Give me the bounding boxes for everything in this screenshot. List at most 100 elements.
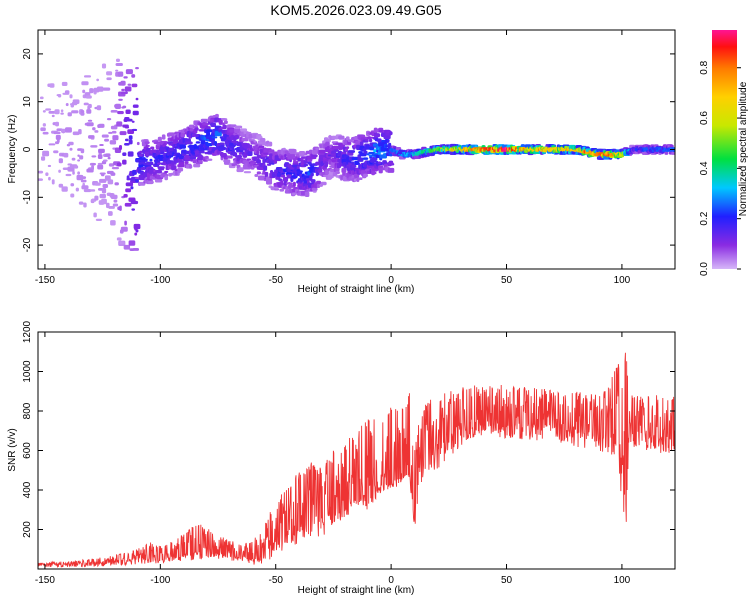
spectrogram-cell	[98, 148, 105, 154]
spectrogram-cell	[58, 158, 63, 164]
spectrogram-cell	[148, 180, 154, 184]
spectrogram-cell	[124, 126, 130, 129]
spectrogram-cell	[135, 67, 139, 70]
spectrogram-cell	[80, 148, 85, 154]
spectrogram-cell	[65, 102, 69, 107]
spectrogram-cell	[42, 110, 46, 113]
spectrogram-cell	[115, 58, 120, 62]
spectrogram-cell	[671, 151, 675, 155]
spectrogram-cell	[86, 122, 94, 127]
spectrogram-cell	[71, 157, 76, 161]
spectrogram-cell	[256, 150, 259, 155]
spectrogram-cell	[90, 122, 93, 127]
spectrogram-cell	[240, 128, 248, 132]
spectrogram-cell	[155, 169, 162, 174]
spectrogram-cell	[202, 122, 210, 126]
spectrogram-cell	[284, 153, 287, 158]
spectrogram-cell	[127, 151, 134, 157]
spectrogram-cell	[57, 94, 62, 98]
spectrogram-cell	[238, 154, 242, 158]
spectrogram-cell	[64, 90, 70, 94]
spectrogram-xtick-label: -50	[268, 275, 283, 286]
spectrogram-cell	[45, 172, 49, 176]
spectrogram-cell	[280, 174, 286, 178]
spectrogram-cell	[53, 150, 59, 154]
spectrogram-cell	[292, 181, 296, 187]
spectrogram-cell	[77, 159, 81, 162]
spectrogram-cell	[81, 185, 89, 190]
spectrogram-cell	[234, 134, 240, 139]
spectrogram-cell	[91, 162, 96, 166]
spectrogram-cell	[366, 153, 370, 156]
spectrogram-cell	[82, 89, 86, 94]
spectrogram-cell	[358, 177, 363, 181]
spectrogram-cell	[233, 132, 239, 136]
spectrogram-cell	[179, 144, 187, 149]
spectrogram-cell	[55, 121, 59, 127]
spectrogram-cell	[198, 150, 205, 154]
spectrogram-cell	[135, 229, 139, 233]
spectrogram-cell	[77, 171, 80, 175]
spectrogram-cell	[316, 180, 322, 185]
spectrogram-cell	[122, 159, 127, 165]
spectrogram-cell	[70, 183, 75, 187]
spectrogram-cell	[102, 87, 111, 91]
spectrogram-cell	[319, 149, 326, 154]
spectrogram-cell	[347, 139, 353, 143]
spectrogram-cell	[119, 131, 127, 136]
spectrogram-cell	[101, 63, 107, 69]
spectrogram-cell	[128, 139, 133, 145]
spectrogram-cell	[131, 128, 138, 132]
spectrogram-cell	[131, 208, 136, 211]
spectrogram-cell	[223, 120, 228, 124]
spectrogram-cell	[110, 125, 118, 130]
spectrogram-cell	[363, 173, 368, 177]
spectrogram-cell	[241, 137, 249, 142]
colorbar-ticks: 0.0 0.2 0.4 0.6 0.8	[699, 60, 741, 276]
spectrogram-cell	[112, 203, 119, 207]
spectrogram-ylabel: Frequency (Hz)	[7, 115, 18, 184]
spectrogram-cell	[308, 149, 313, 155]
spectrogram-ytick-label: 10	[22, 96, 33, 108]
spectrogram-cell	[253, 140, 257, 143]
spectrogram-cell	[324, 161, 329, 166]
spectrogram-cell	[223, 146, 227, 151]
colorbar-tick-label: 0.6	[699, 111, 710, 125]
spectrogram-cell	[80, 110, 85, 114]
spectrogram-cell	[114, 182, 119, 186]
spectrogram-cell	[351, 161, 355, 165]
spectrogram-cell	[368, 151, 376, 154]
spectrogram-cell	[243, 171, 252, 174]
spectrogram-cell	[164, 170, 169, 173]
spectrogram-cell	[105, 153, 111, 157]
spectrogram-cell	[124, 138, 129, 142]
spectrogram-cell	[83, 102, 89, 106]
spectrogram-cell	[115, 63, 123, 67]
spectrogram-cell	[94, 195, 99, 201]
spectrogram-cell	[126, 118, 133, 122]
spectrogram-cell	[347, 150, 356, 153]
spectrogram-cell	[47, 164, 52, 168]
spectrogram-cell	[106, 118, 112, 121]
spectrogram-cell	[368, 138, 373, 143]
spectrogram-cell	[78, 201, 84, 205]
spectrogram-cell	[74, 165, 79, 169]
spectrogram-cell	[96, 105, 102, 111]
spectrogram-cell	[116, 162, 122, 167]
spectrogram-cell	[108, 163, 115, 167]
spectrogram-cell	[131, 74, 136, 78]
spectrogram-cell	[188, 163, 192, 169]
spectrogram-cell	[124, 202, 132, 207]
colorbar: 0.0 0.2 0.4 0.6 0.8 Normalized spectral ampl…	[699, 30, 749, 276]
spectrogram-xlabel: Height of straight line (km)	[298, 284, 415, 295]
spectrogram-cell	[109, 140, 117, 145]
snr-axes: -150 -100 -50 0 50 100 200 400 600 800 1000 1200	[22, 320, 675, 586]
spectrogram-cell	[108, 206, 115, 209]
spectrogram-cell	[130, 200, 139, 205]
spectrogram-cell	[285, 182, 293, 185]
spectrogram-cell	[60, 112, 64, 115]
spectrogram-cell	[83, 202, 87, 208]
spectrogram-cell	[122, 105, 127, 109]
spectrogram-cell	[387, 167, 395, 173]
